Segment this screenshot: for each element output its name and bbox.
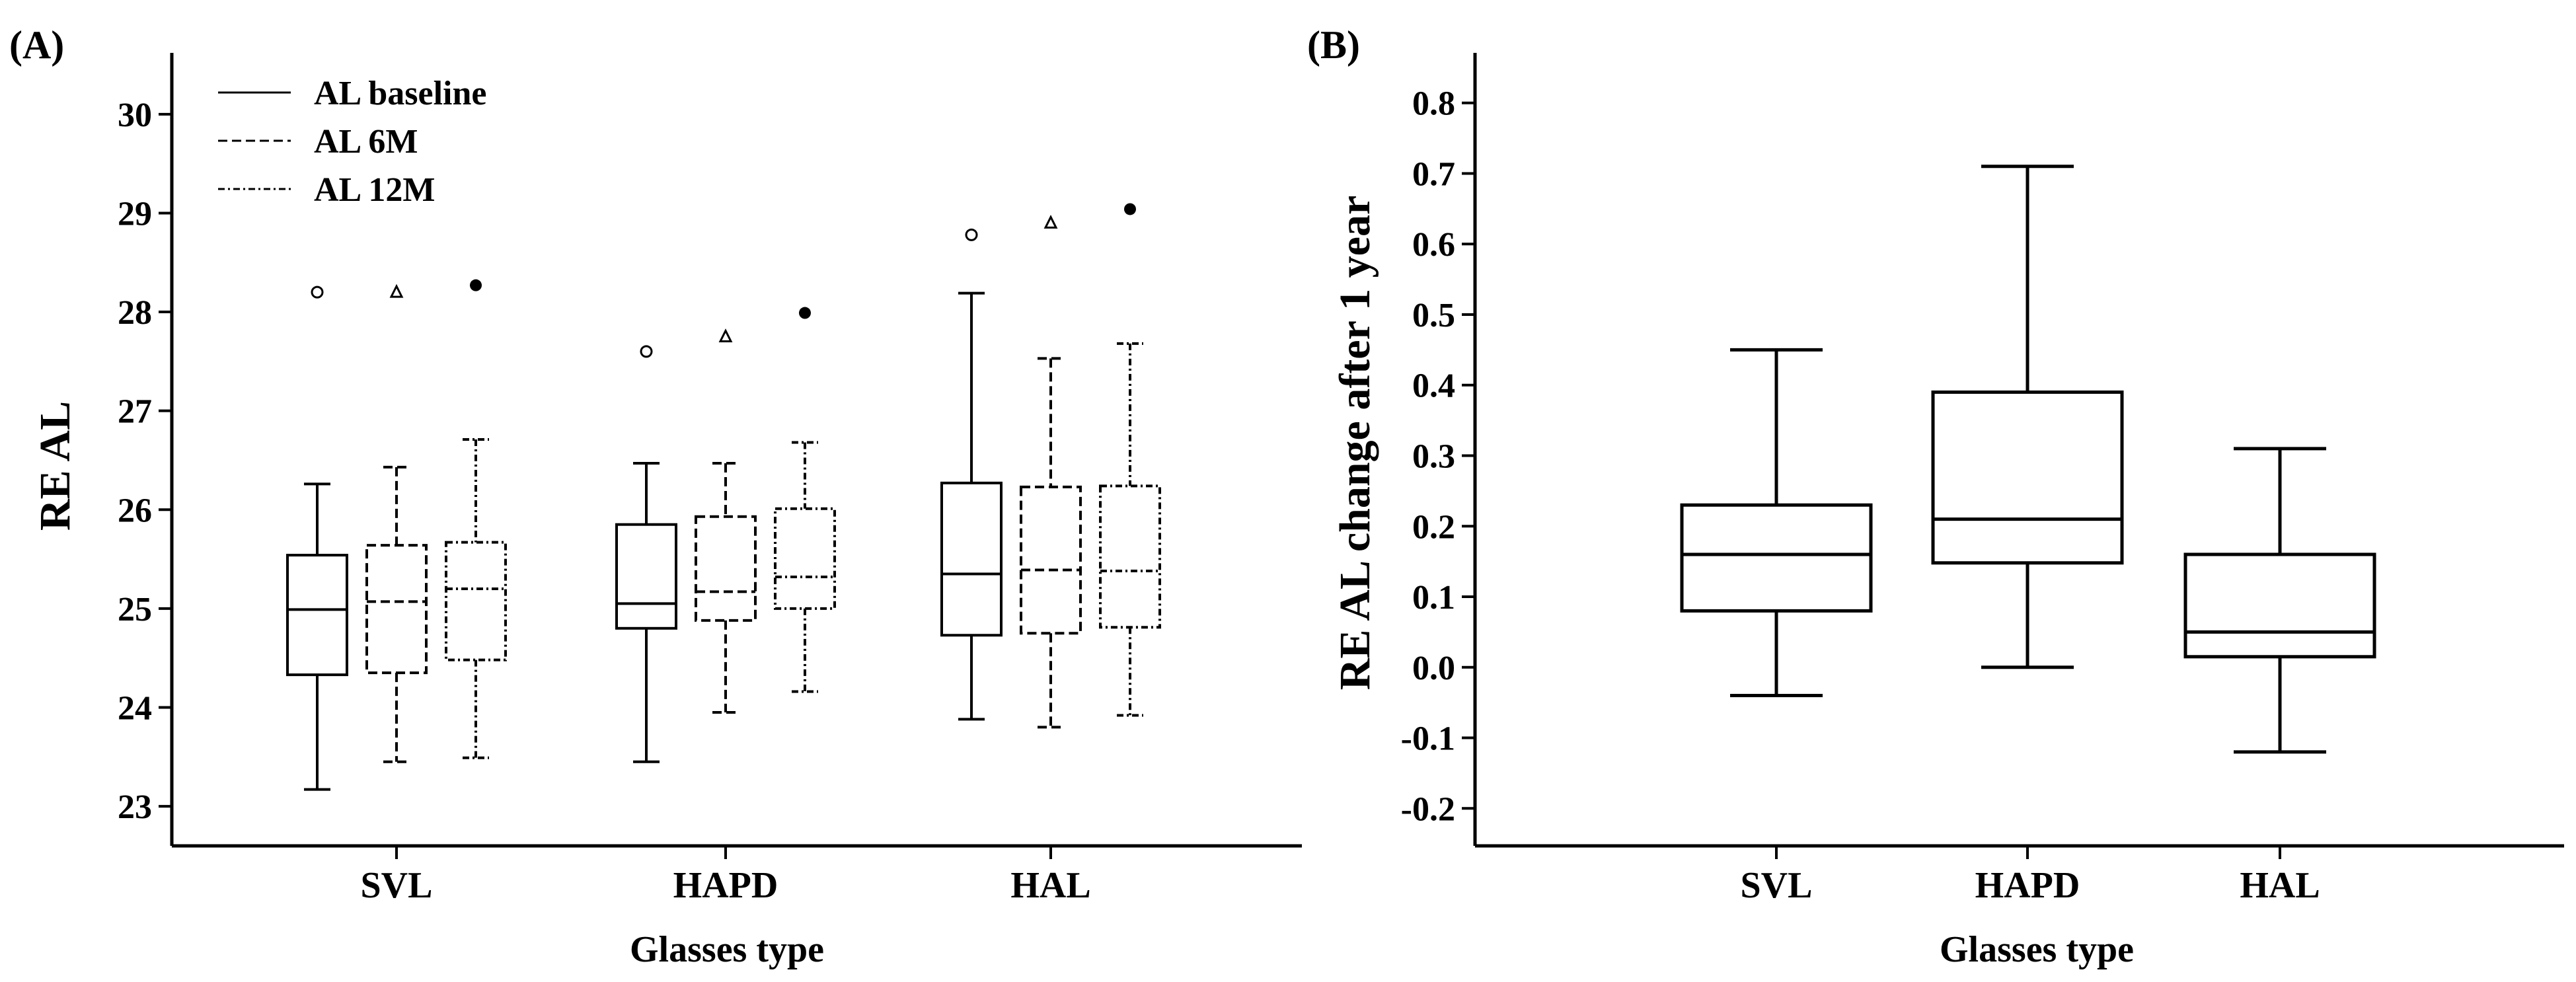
panel-a-box	[1020, 485, 1082, 635]
legend-label: AL baseline	[314, 75, 487, 112]
panel-b-y-tick-label: 0.1	[1412, 579, 1455, 617]
panel-a-outlier	[718, 328, 733, 342]
panel-a-box	[940, 481, 1003, 637]
panel-a-outlier	[1043, 215, 1058, 229]
panel-a-x-tick-label: SVL	[361, 865, 433, 906]
panel-b-box	[1680, 503, 1873, 613]
panel-b-box	[2183, 552, 2376, 659]
panel-a-y-tick-label: 24	[118, 689, 152, 727]
panel-b-y-tick-label: 0.3	[1412, 438, 1455, 476]
panel-a-x-axis-label: Glasses type	[630, 929, 824, 970]
panel-a-outlier	[311, 285, 324, 299]
panel-a-box	[695, 515, 757, 622]
panel-a-y-tick-label: 26	[118, 492, 152, 529]
panel-a-x-tick-label: HAPD	[673, 865, 778, 906]
panel-a: 23 24 25 26 27 28 29 30 SVL HAPD HAL AL baseline AL …	[118, 53, 1302, 906]
legend-label: AL 12M	[314, 171, 435, 209]
panel-b-x-axis-label: Glasses type	[1940, 929, 2134, 970]
panel-a-outlier	[389, 283, 404, 298]
panel-b-y-tick-label: -0.1	[1401, 720, 1455, 758]
panel-a-box	[445, 541, 507, 661]
panel-a-box	[286, 554, 348, 677]
panel-b-box	[1931, 390, 2124, 565]
panel-b: -0.2 -0.1 0.0 0.1 0.2 0.3 0.4 0.5 0.6 0.7 0.8 SVL HA…	[1401, 53, 2564, 906]
panel-a-y-axis-label: RE AL	[31, 401, 79, 531]
panel-a-outlier	[799, 307, 811, 319]
panel-b-y-tick-label: 0.6	[1412, 226, 1455, 264]
panel-b-label: (B)	[1307, 23, 1360, 67]
panel-b-y-tick-label: 0.8	[1412, 85, 1455, 123]
panel-b-y-tick-label: 0.7	[1412, 155, 1455, 193]
panel-b-y-tick-label: 0.4	[1412, 367, 1455, 405]
panel-a-y-tick-label: 25	[118, 591, 152, 628]
panel-a-outlier	[1124, 203, 1136, 215]
panel-a-y-tick-label: 28	[118, 294, 152, 332]
panel-a-y-tick-label: 27	[118, 393, 152, 431]
panel-a-box	[774, 507, 836, 610]
panel-a-outlier	[965, 228, 978, 241]
panel-a-label: (A)	[9, 23, 64, 67]
panel-a-x-tick-label: HAL	[1010, 865, 1090, 906]
panel-a-box	[1099, 484, 1161, 629]
panel-b-x-tick-label: HAPD	[1975, 865, 2080, 906]
panel-b-y-tick-label: 0.2	[1412, 508, 1455, 546]
panel-b-y-tick-label: 0.5	[1412, 297, 1455, 334]
panel-a-y-tick-label: 23	[118, 788, 152, 826]
panel-a-outlier	[640, 345, 653, 358]
panel-b-x-tick-label: SVL	[1741, 865, 1813, 906]
panel-b-y-axis-label: RE AL change after 1 year	[1331, 196, 1379, 691]
panel-a-box	[615, 523, 677, 630]
panel-b-y-tick-label: -0.2	[1401, 790, 1455, 828]
panel-a-box	[365, 544, 428, 675]
panel-b-y-tick-label: 0.0	[1412, 650, 1455, 687]
panel-b-x-tick-label: HAL	[2240, 865, 2320, 906]
panel-a-y-tick-label: 29	[118, 195, 152, 233]
panel-a-y-tick-label: 30	[118, 96, 152, 134]
legend-label: AL 6M	[314, 123, 418, 161]
panel-a-outlier	[470, 279, 482, 291]
